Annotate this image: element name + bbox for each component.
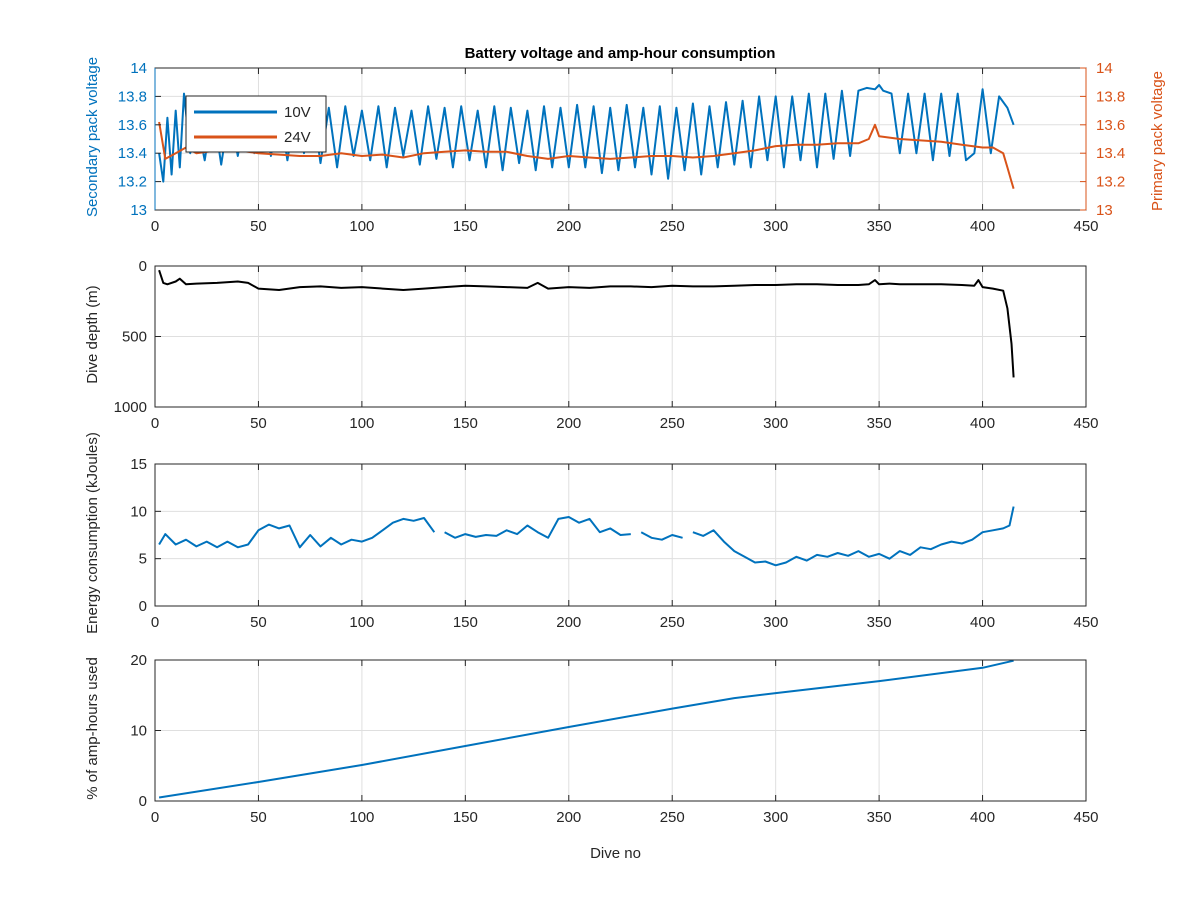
x-tick-label: 250	[660, 218, 685, 235]
y-right-tick-label: 13.4	[1096, 145, 1125, 162]
x-tick-label: 100	[349, 218, 374, 235]
y-right-tick-label: 14	[1096, 60, 1113, 77]
x-tick-label: 200	[556, 809, 581, 826]
x-tick-label: 350	[867, 415, 892, 432]
x-tick-label: 150	[453, 218, 478, 235]
x-tick-label: 300	[763, 614, 788, 631]
x-tick-label: 250	[660, 415, 685, 432]
y-right-tick-label: 13	[1096, 202, 1113, 219]
x-tick-label: 0	[151, 614, 159, 631]
y-tick-label: 5	[139, 551, 147, 568]
x-tick-label: 300	[763, 809, 788, 826]
legend-box	[185, 95, 327, 153]
x-tick-label: 0	[151, 809, 159, 826]
x-tick-label: 100	[349, 614, 374, 631]
chart-panel-3: 0 50 100 150 200 250 300 350 400 450 0 5 10 15 Energy …	[84, 432, 1099, 634]
y-tick-label: 13.6	[118, 117, 147, 134]
y-tick-label: 14	[130, 60, 147, 77]
y-tick-label: 13.8	[118, 88, 147, 105]
x-tick-label: 400	[970, 809, 995, 826]
y-tick-label: 500	[122, 329, 147, 346]
y-tick-label: 20	[130, 652, 147, 669]
x-axis-label: Dive no	[590, 845, 641, 862]
y-tick-label: 0	[139, 258, 147, 275]
x-tick-label: 250	[660, 614, 685, 631]
x-tick-label: 50	[250, 218, 267, 235]
x-tick-label: 200	[556, 218, 581, 235]
series-line-1	[158, 659, 1014, 799]
x-tick-label: 0	[151, 218, 159, 235]
y-axis-label: Dive depth (m)	[84, 285, 101, 383]
y-axis-label: % of amp-hours used	[84, 657, 101, 800]
x-tick-label: 200	[556, 415, 581, 432]
y-tick-label: 13.4	[118, 145, 147, 162]
x-tick-label: 100	[349, 809, 374, 826]
x-tick-label: 100	[349, 415, 374, 432]
legend-label-24v: 24V	[284, 129, 311, 146]
figure-title: Battery voltage and amp-hour consumption	[465, 45, 776, 62]
y-axis-label: Secondary pack voltage	[84, 57, 101, 217]
x-tick-label: 450	[1073, 218, 1098, 235]
x-tick-label: 400	[970, 415, 995, 432]
series-line-1	[158, 269, 1015, 378]
x-tick-label: 50	[250, 809, 267, 826]
x-tick-label: 50	[250, 415, 267, 432]
x-tick-label: 200	[556, 614, 581, 631]
y-right-tick-label: 13.6	[1096, 117, 1125, 134]
chart-panel-2: 0 50 100 150 200 250 300 350 400 450 0 500 1000 Dive …	[84, 258, 1099, 432]
x-tick-label: 400	[970, 614, 995, 631]
x-tick-label: 450	[1073, 809, 1098, 826]
x-tick-label: 450	[1073, 415, 1098, 432]
x-tick-label: 350	[867, 218, 892, 235]
x-tick-label: 300	[763, 415, 788, 432]
series-line-24v	[158, 121, 1015, 189]
y-tick-label: 15	[130, 456, 147, 473]
x-tick-label: 150	[453, 809, 478, 826]
x-tick-label: 150	[453, 614, 478, 631]
x-tick-label: 0	[151, 415, 159, 432]
y-tick-label: 0	[139, 598, 147, 615]
y-axis-label: Energy consumption (kJoules)	[84, 432, 101, 634]
y-tick-label: 13	[130, 202, 147, 219]
y-tick-label: 1000	[114, 399, 147, 416]
y-right-tick-label: 13.2	[1096, 174, 1125, 191]
chart-panel-4: 0 50 100 150 200 250 300 350 400 450 0 10 20 % of amp…	[84, 652, 1099, 862]
x-tick-label: 250	[660, 809, 685, 826]
chart-panel-1: 0 50 100 150 200 250 300 350 400 4501313.213.413.…	[84, 57, 1166, 235]
x-tick-label: 150	[453, 415, 478, 432]
y-tick-label: 13.2	[118, 174, 147, 191]
x-tick-label: 350	[867, 809, 892, 826]
y-tick-label: 0	[139, 793, 147, 810]
y-right-axis-label: Primary pack voltage	[1149, 71, 1166, 211]
legend-label-10v: 10V	[284, 104, 311, 121]
x-tick-label: 50	[250, 614, 267, 631]
x-tick-label: 400	[970, 218, 995, 235]
x-tick-label: 300	[763, 218, 788, 235]
y-tick-label: 10	[130, 723, 147, 740]
y-right-tick-label: 13.8	[1096, 88, 1125, 105]
axes-frame	[154, 463, 1087, 607]
x-tick-label: 350	[867, 614, 892, 631]
x-tick-label: 450	[1073, 614, 1098, 631]
y-tick-label: 10	[130, 503, 147, 520]
series-line-1	[158, 506, 1015, 567]
